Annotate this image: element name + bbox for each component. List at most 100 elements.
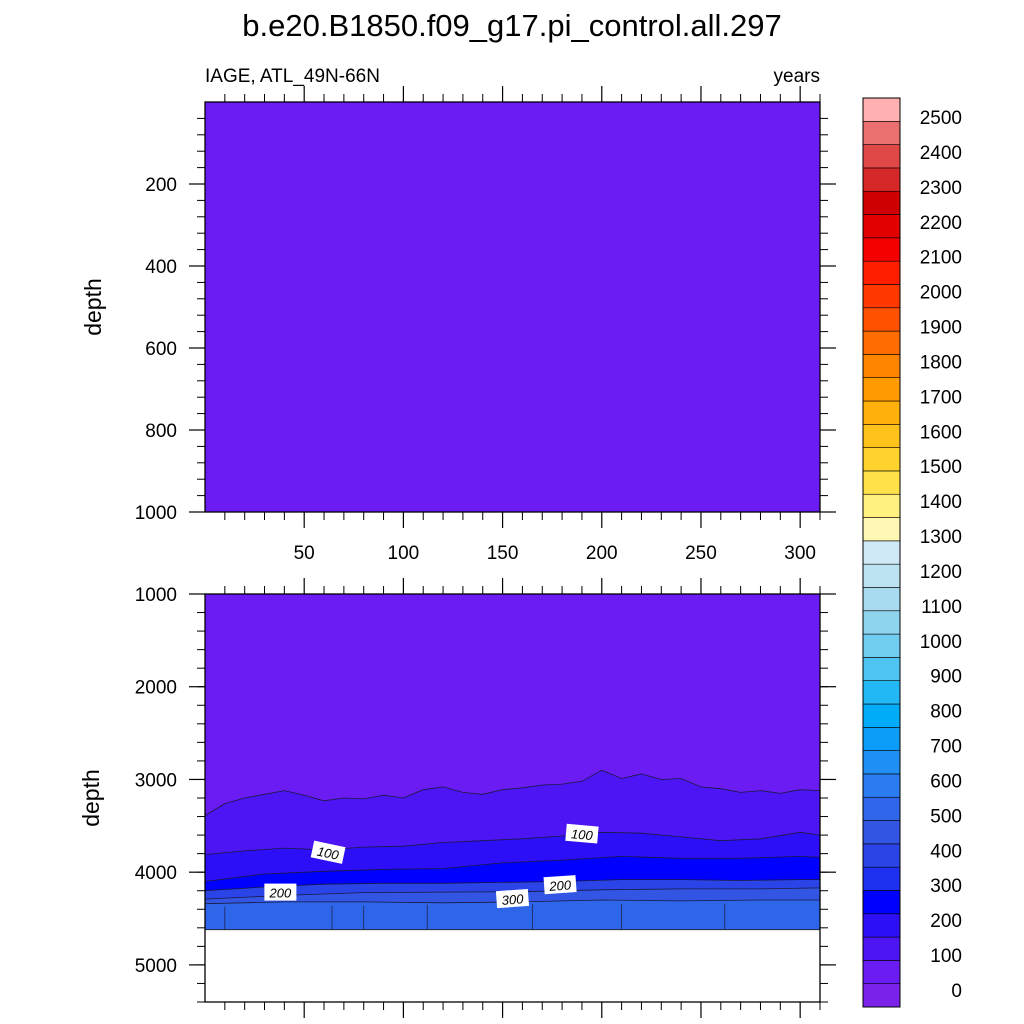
colorbar-box bbox=[862, 167, 901, 192]
colorbar-box bbox=[862, 214, 901, 239]
colorbar-box bbox=[862, 820, 901, 845]
colorbar-box bbox=[862, 260, 901, 285]
colorbar: 2500240023002200210020001900180017001600… bbox=[862, 97, 962, 1008]
colorbar-label: 1200 bbox=[920, 562, 962, 583]
colorbar-box bbox=[862, 237, 901, 262]
colorbar-box bbox=[862, 517, 901, 542]
colorbar-box bbox=[862, 284, 901, 309]
colorbar-box bbox=[862, 633, 901, 658]
colorbar-label: 2500 bbox=[920, 108, 962, 129]
colorbar-label: 1700 bbox=[920, 387, 962, 408]
colorbar-box bbox=[862, 377, 901, 402]
colorbar-box bbox=[862, 610, 901, 635]
lower-ytick-label: 4000 bbox=[135, 863, 177, 884]
colorbar-box bbox=[862, 144, 901, 169]
colorbar-box bbox=[862, 190, 901, 215]
upper-xtick-label: 150 bbox=[487, 543, 519, 564]
colorbar-box bbox=[862, 424, 901, 448]
lower-panel: 100 100 200 200 300 1000 2000 3000 4000 5000 depth bbox=[78, 578, 836, 1018]
colorbar-box bbox=[862, 936, 901, 961]
colorbar-label: 1100 bbox=[921, 597, 962, 618]
upper-fill-0-100 bbox=[205, 102, 820, 512]
colorbar-label: 700 bbox=[930, 737, 962, 758]
contour-label-box bbox=[310, 840, 346, 864]
colorbar-label: 2200 bbox=[920, 213, 962, 234]
contour-label-text: 100 bbox=[570, 826, 594, 843]
contour-line-50 bbox=[205, 769, 820, 816]
colorbar-box bbox=[862, 330, 901, 355]
contour-label-box bbox=[264, 883, 297, 901]
colorbar-label: 800 bbox=[930, 702, 962, 723]
contour-line-150 bbox=[205, 855, 820, 882]
colorbar-box bbox=[862, 121, 901, 145]
contour-line-100 bbox=[205, 831, 820, 855]
colorbar-label: 1900 bbox=[920, 318, 962, 339]
left-string: IAGE, ATL_49N-66N bbox=[205, 66, 380, 87]
colorbar-box bbox=[862, 540, 901, 565]
lower-fills bbox=[205, 594, 820, 930]
upper-xtick-label: 200 bbox=[586, 543, 618, 564]
upper-ytick-label: 400 bbox=[145, 257, 177, 278]
colorbar-label: 2000 bbox=[920, 283, 962, 304]
colorbar-box bbox=[862, 657, 901, 681]
contour-label: 100 bbox=[310, 840, 346, 864]
lower-ylabel: depth bbox=[78, 769, 104, 827]
upper-ytick-label: 600 bbox=[145, 339, 177, 360]
colorbar-label: 300 bbox=[930, 876, 962, 897]
contour-label: 200 bbox=[264, 883, 297, 901]
contour-label-box bbox=[543, 875, 577, 895]
contour-label-text: 200 bbox=[269, 886, 292, 901]
colorbar-box bbox=[862, 493, 901, 518]
upper-frame bbox=[204, 101, 821, 513]
lower-ytick-label: 1000 bbox=[135, 585, 177, 606]
colorbar-box bbox=[862, 470, 901, 495]
colorbar-box bbox=[862, 563, 901, 588]
figure-title: b.e20.B1850.f09_g17.pi_control.all.297 bbox=[242, 8, 782, 43]
lower-ytick-label: 2000 bbox=[135, 678, 177, 699]
contour-label-text: 100 bbox=[316, 844, 341, 863]
colorbar-box bbox=[862, 727, 901, 751]
right-string: years bbox=[774, 66, 820, 87]
colorbar-box bbox=[862, 983, 901, 1008]
upper-ytick-label: 800 bbox=[145, 421, 177, 442]
upper-xtick-label: 250 bbox=[685, 543, 717, 564]
colorbar-label: 200 bbox=[930, 911, 962, 932]
contour-label: 100 bbox=[565, 823, 599, 844]
colorbar-label: 1400 bbox=[920, 492, 962, 513]
colorbar-label: 2400 bbox=[920, 143, 962, 164]
colorbar-box bbox=[862, 866, 901, 891]
colorbar-label: 400 bbox=[930, 841, 962, 862]
contour-label-text: 300 bbox=[501, 891, 524, 908]
colorbar-label: 2300 bbox=[920, 178, 962, 199]
lower-fill-above-300 bbox=[205, 900, 820, 930]
lower-ytick-label: 3000 bbox=[135, 770, 177, 791]
colorbar-label: 2100 bbox=[920, 248, 962, 269]
colorbar-box bbox=[862, 750, 901, 775]
colorbar-label: 900 bbox=[930, 667, 962, 688]
colorbar-box bbox=[862, 890, 901, 915]
colorbar-label: 500 bbox=[930, 806, 962, 827]
lower-missing-region bbox=[205, 929, 820, 1002]
colorbar-box bbox=[862, 913, 901, 938]
colorbar-label: 1600 bbox=[920, 422, 962, 443]
upper-ytick-label: 200 bbox=[145, 175, 177, 196]
colorbar-box bbox=[862, 703, 901, 728]
colorbar-box bbox=[862, 796, 901, 821]
colorbar-label: 600 bbox=[930, 771, 962, 792]
contour-label-box bbox=[495, 888, 530, 909]
contour-line-200 bbox=[205, 879, 820, 892]
upper-xtick-label: 300 bbox=[784, 543, 816, 564]
colorbar-label: 0 bbox=[951, 981, 962, 1002]
upper-ylabel: depth bbox=[80, 278, 106, 336]
colorbar-box bbox=[862, 587, 901, 612]
colorbar-box bbox=[862, 447, 901, 472]
upper-ytick-label: 1000 bbox=[135, 503, 177, 524]
colorbar-label: 1800 bbox=[920, 352, 962, 373]
colorbar-box bbox=[862, 680, 901, 705]
contour-label-box bbox=[565, 823, 599, 844]
upper-panel: 200 400 600 800 1000 50 100 150 200 250 300 depth bbox=[80, 86, 836, 564]
colorbar-frame bbox=[862, 97, 901, 1008]
colorbar-box bbox=[862, 843, 901, 868]
colorbar-label: 1500 bbox=[920, 457, 962, 478]
